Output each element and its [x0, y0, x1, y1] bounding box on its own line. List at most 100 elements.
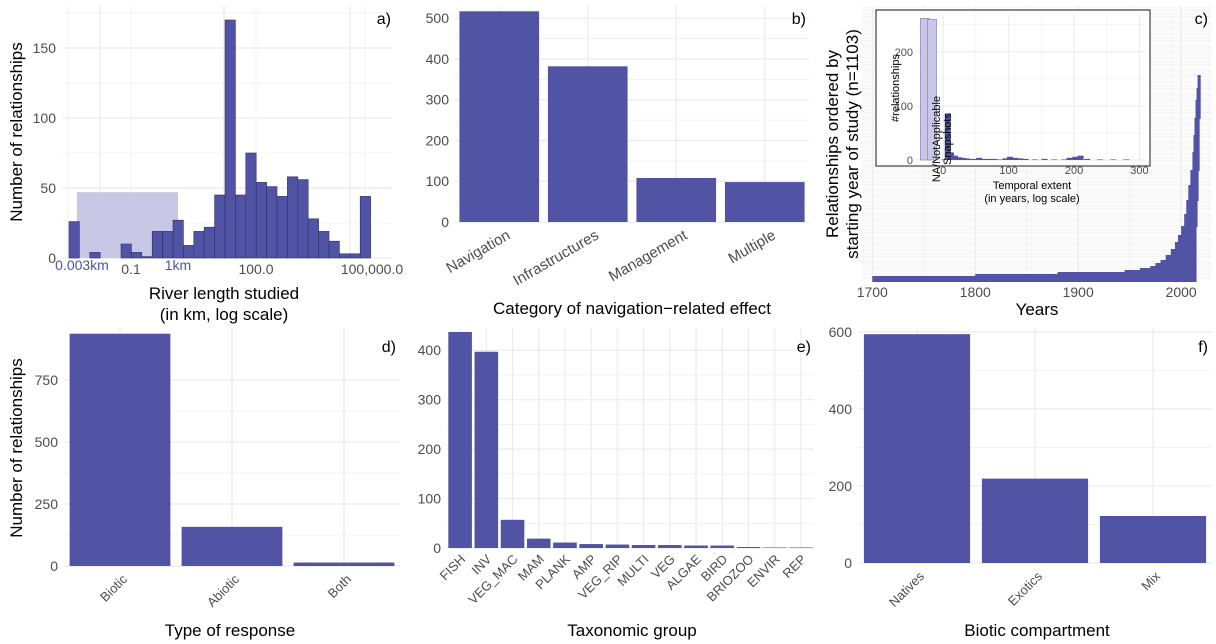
inset-x-tick-label: 200	[1065, 165, 1083, 177]
timeline-bar	[975, 274, 1197, 277]
y-tick-label: 100	[33, 110, 57, 126]
inset-bar	[1097, 159, 1104, 161]
x-axis-title: Type of response	[165, 621, 295, 640]
x-category-label: Mix	[1138, 568, 1163, 593]
bar-veg	[658, 545, 682, 548]
inset-y-axis-title: #relationships	[890, 54, 902, 122]
inset-bar	[1031, 159, 1038, 161]
timeline-bar	[1192, 152, 1200, 171]
histogram-bar	[276, 196, 288, 259]
x-tick-label-km: 1km	[165, 257, 191, 273]
bar-biotic	[69, 333, 171, 566]
inset-y-tick-label: 200	[895, 47, 913, 59]
inset-bar	[1022, 158, 1029, 160]
histogram-bar	[131, 252, 143, 259]
y-tick-label: 250	[35, 496, 59, 512]
bar-amp	[579, 544, 603, 548]
inset-rotated-label-snapshots: Snapshots	[942, 113, 954, 165]
histogram-bar	[224, 19, 236, 259]
y-tick-label: 400	[426, 51, 450, 67]
inset-bar	[1077, 155, 1084, 160]
histogram-bar	[151, 231, 163, 259]
inset-bar	[955, 157, 962, 160]
inset-x-tick-label: 0	[940, 165, 946, 177]
bar-mix	[1099, 516, 1207, 563]
inset-bar	[1012, 157, 1019, 160]
histogram-bar	[318, 231, 330, 259]
histogram-bar	[89, 252, 101, 259]
inset-bar	[976, 157, 983, 160]
timeline-bar	[1195, 100, 1201, 119]
bar-exotics	[981, 478, 1089, 563]
bar-veg-rip	[605, 544, 630, 548]
bar-multiple	[724, 182, 805, 222]
x-category-label: Biotic	[97, 571, 130, 604]
inset-bar	[944, 113, 951, 160]
x-category-label: Navigation	[443, 227, 513, 277]
histogram-bar	[255, 182, 267, 259]
inset-x-tick-label: 300	[1130, 165, 1148, 177]
x-category-label: REP	[780, 552, 810, 582]
inset-bar	[1006, 156, 1013, 160]
x-axis-title: Years	[1016, 300, 1059, 319]
y-tick-label: 400	[829, 401, 853, 417]
y-tick-label: 500	[426, 10, 450, 26]
histogram-bar	[245, 152, 257, 259]
bar-plank	[553, 542, 577, 548]
y-tick-label: 200	[418, 441, 442, 457]
y-tick-label: 100	[426, 173, 450, 189]
inset-bar	[971, 158, 978, 160]
timeline-bar	[1188, 185, 1199, 201]
x-axis-title-units: (in km, log scale)	[160, 305, 288, 324]
panel-label: b)	[792, 11, 806, 28]
inset-rotated-label-na: NA/NotApplicable	[931, 96, 943, 182]
timeline-bar	[1190, 170, 1199, 186]
inset-bar	[948, 152, 955, 160]
x-axis-title: Biotic compartment	[964, 621, 1110, 640]
x-category-label: VEG_MAC	[465, 552, 521, 608]
x-category-label: Management	[606, 226, 691, 285]
x-axis-title: River length studied	[149, 284, 299, 303]
x-tick-label: 0.1	[121, 261, 141, 277]
y-tick-label: 300	[418, 392, 442, 408]
bar-bird	[710, 545, 735, 548]
bar-briozoo	[736, 547, 761, 548]
bar-navigation	[459, 11, 540, 223]
bar-inv	[474, 351, 499, 548]
y-tick-label: 500	[35, 434, 59, 450]
x-tick-label: 1800	[960, 284, 991, 300]
timeline-bar	[872, 276, 1197, 282]
x-tick-label: 100.0	[238, 261, 273, 277]
x-category-label: Multiple	[725, 227, 778, 268]
y-tick-label: 0	[844, 555, 852, 571]
x-category-label: Abiotic	[204, 571, 243, 610]
histogram-bar	[359, 196, 371, 259]
timeline-bar	[1193, 135, 1200, 153]
timeline-bar	[1181, 226, 1197, 236]
bar-infrastructures	[547, 66, 628, 222]
y-tick-label: 0	[433, 540, 441, 556]
inset-bar	[1084, 158, 1091, 160]
inset-frame	[875, 9, 1151, 167]
histogram-bar	[266, 186, 278, 259]
histogram-bar	[235, 194, 247, 259]
y-axis-title: Relationships ordered by	[823, 49, 842, 238]
timeline-bar	[1165, 255, 1197, 261]
inset-y-tick-label: 100	[895, 101, 913, 113]
bar-mam	[526, 538, 551, 548]
x-axis-title: Taxonomic group	[567, 621, 696, 640]
x-tick-label: 2000	[1166, 284, 1197, 300]
x-tick-label: 100,000.0	[341, 261, 403, 277]
timeline-bar	[1174, 242, 1197, 250]
inset-bar	[1110, 159, 1117, 161]
histogram-bar	[307, 218, 319, 259]
y-tick-label: 0	[441, 214, 449, 230]
timeline-bar	[1139, 268, 1197, 271]
histogram-bar	[141, 256, 153, 259]
inset-bar	[967, 158, 974, 160]
inset-bar	[995, 159, 1002, 161]
timeline-bar	[1170, 249, 1197, 256]
y-axis-title: Number of relationships	[7, 42, 26, 222]
timeline-bar	[1150, 266, 1197, 269]
